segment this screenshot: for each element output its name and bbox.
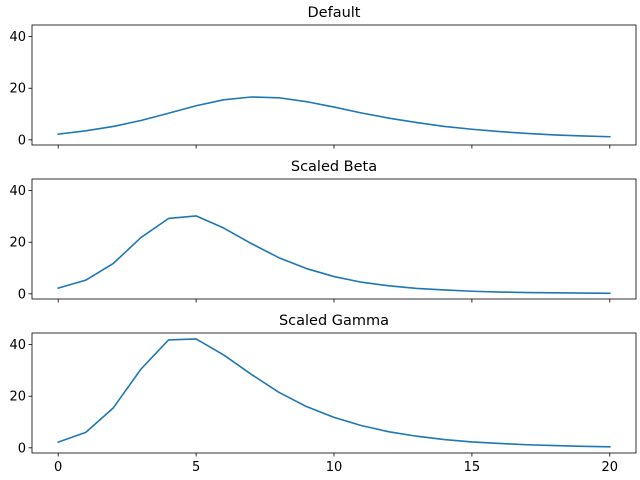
x-tick-label: 0 bbox=[54, 460, 62, 475]
subplot-title: Scaled Beta bbox=[291, 159, 377, 175]
x-tick-label: 10 bbox=[326, 460, 343, 475]
series-line bbox=[57, 338, 611, 448]
x-tick-label: 5 bbox=[192, 460, 200, 475]
subplot-2: Scaled Beta 0 20 40 bbox=[9, 159, 637, 303]
y-tick-label: 0 bbox=[18, 287, 26, 302]
axes-frame bbox=[31, 178, 637, 300]
y-tick-label: 0 bbox=[18, 133, 26, 148]
y-tick-label: 0 bbox=[18, 441, 26, 456]
axes-frame bbox=[31, 332, 637, 454]
subplot-title: Scaled Gamma bbox=[279, 313, 389, 329]
y-tick-label: 20 bbox=[9, 236, 26, 251]
subplot-1: Default 0 20 40 bbox=[9, 5, 637, 149]
y-tick-label: 20 bbox=[9, 390, 26, 405]
y-tick-label: 40 bbox=[9, 338, 26, 353]
y-tick-label: 20 bbox=[9, 82, 26, 97]
axes-frame bbox=[31, 24, 637, 146]
x-tick-label: 20 bbox=[602, 460, 619, 475]
series-line bbox=[57, 96, 611, 138]
subplot-title: Default bbox=[308, 5, 361, 21]
y-tick-label: 40 bbox=[9, 30, 26, 45]
y-tick-label: 40 bbox=[9, 184, 26, 199]
x-tick-label: 15 bbox=[464, 460, 481, 475]
series-line bbox=[57, 215, 611, 295]
subplot-3: Scaled Gamma 0 20 40 0 5 10 15 20 bbox=[9, 313, 637, 475]
